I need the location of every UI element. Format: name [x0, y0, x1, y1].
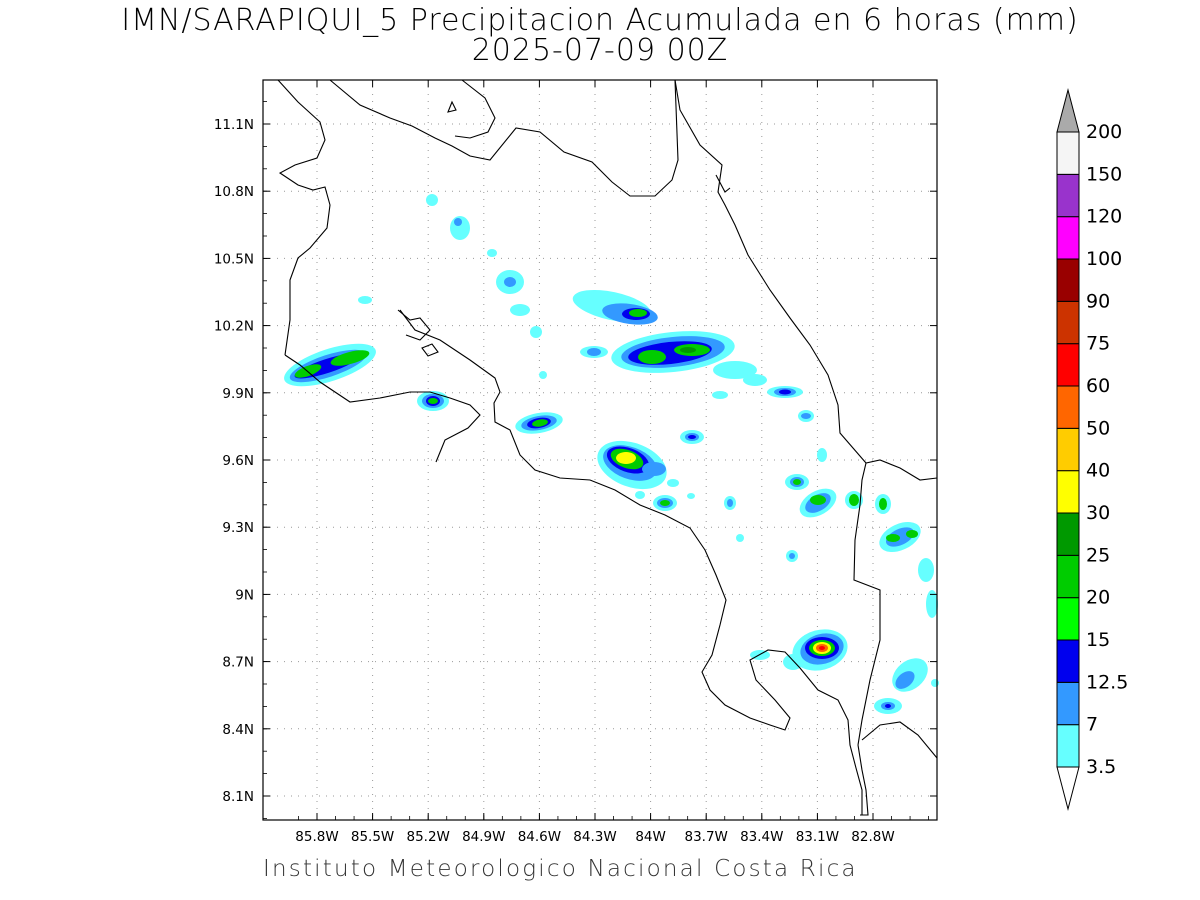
colorbar-swatch [1056, 724, 1080, 768]
colorbar-swatch [1056, 343, 1080, 387]
caribbean-coast [674, 79, 938, 481]
lat-tick-label: 9.6N [222, 453, 254, 469]
map-border [262, 79, 938, 821]
colorbar-swatch [1056, 554, 1080, 599]
gulf-nicoya [397, 309, 431, 341]
colorbar-swatch [1056, 385, 1080, 429]
lon-tick-label: 84.3W [573, 829, 616, 845]
colorbar-label: 100 [1086, 248, 1122, 270]
colorbar-label: 90 [1086, 290, 1110, 312]
gulf-nicoya-island [421, 343, 439, 357]
lon-tick-label: 82.8W [851, 829, 894, 845]
lon-tick-label: 84.9W [462, 829, 505, 845]
colorbar-label: 3.5 [1086, 756, 1116, 778]
colorbar-label: 50 [1086, 417, 1110, 439]
panama-border [853, 462, 881, 746]
footer-credit: Instituto Meteorologico Nacional Costa R… [263, 856, 858, 882]
map-frame: 85.8W 85.5W 85.2W 84.9W 84.6W 84.3W 84W 83.7W 83… [214, 79, 938, 845]
precip-band-east [724, 474, 938, 618]
precip-cell-nicoya [417, 391, 449, 411]
colorbar-swatch [1056, 427, 1080, 472]
precip-cell-central-west [515, 412, 563, 434]
lake-nicaragua-shore [329, 79, 679, 197]
lat-tick-label: 10.2N [214, 319, 254, 335]
colorbar-swatch [1056, 512, 1080, 556]
panama-south-coast [861, 721, 938, 759]
lat-tick-label: 8.7N [222, 655, 254, 671]
lon-tick-label: 85.2W [406, 829, 449, 845]
lon-tick-label: 84W [635, 829, 666, 845]
colorbar-label: 150 [1086, 163, 1122, 185]
colorbar-label: 15 [1086, 629, 1110, 651]
lake-island [447, 100, 457, 113]
lat-tick-label: 10.8N [214, 184, 254, 200]
lat-tick-label: 8.4N [222, 722, 254, 738]
precip-band-north [572, 289, 814, 422]
colorbar-label: 7 [1086, 714, 1098, 736]
colorbar-max-arrow [1056, 88, 1080, 133]
nicoya-peninsula [399, 309, 863, 815]
lat-tick-label: 9.3N [222, 520, 254, 536]
lon-tick-label: 83.7W [684, 829, 727, 845]
precipitation-field [284, 194, 939, 714]
colorbar: 3.5 7 12.5 15 20 25 30 40 50 60 75 90 100 120 150 200 [1056, 88, 1128, 811]
lat-tick-label: 10.5N [214, 251, 254, 267]
lat-tick-label: 9.9N [222, 386, 254, 402]
lon-tick-label: 85.5W [351, 829, 394, 845]
colorbar-swatch [1056, 639, 1080, 683]
colorbar-label: 120 [1086, 206, 1122, 228]
pacific-coast-north [284, 354, 481, 463]
precip-cell-south-heavy [750, 629, 928, 714]
colorbar-swatch [1056, 681, 1080, 726]
precip-cell-central-heavy [597, 430, 704, 511]
colorbar-label: 25 [1086, 544, 1110, 566]
colorbar-swatch [1056, 470, 1080, 514]
colorbar-swatch [1056, 216, 1080, 260]
lat-tick-label: 9N [235, 587, 254, 603]
lon-tick-label: 85.8W [295, 829, 338, 845]
lake-shore-east [454, 79, 496, 139]
map-title: IMN/SARAPIQUI_5 Precipitacion Acumulada … [121, 3, 1079, 38]
colorbar-swatch [1056, 131, 1080, 175]
nicaragua-lake [277, 79, 331, 356]
precip-cell-nw [284, 343, 376, 387]
colorbar-label: 30 [1086, 502, 1110, 524]
lon-tick-label: 83.1W [796, 829, 839, 845]
colorbar-label: 75 [1086, 333, 1110, 355]
lon-tick-label: 83.4W [740, 829, 783, 845]
colorbar-label: 200 [1086, 121, 1122, 143]
colorbar-label: 20 [1086, 587, 1110, 609]
lat-tick-label: 8.1N [222, 789, 254, 805]
coastlines [277, 79, 938, 816]
precip-scattered [358, 194, 939, 687]
colorbar-swatch [1056, 597, 1080, 641]
map-subtitle: 2025-07-09 00Z [471, 33, 729, 68]
colorbar-label: 12.5 [1086, 671, 1128, 693]
burica-peninsula [857, 744, 869, 816]
lon-tick-label: 84.6W [518, 829, 561, 845]
colorbar-swatch [1056, 258, 1080, 302]
colorbar-label: 40 [1086, 460, 1110, 482]
colorbar-swatch [1056, 173, 1080, 218]
colorbar-label: 60 [1086, 375, 1110, 397]
lat-tick-label: 11.1N [214, 117, 254, 133]
colorbar-swatch [1056, 300, 1080, 345]
colorbar-min-arrow [1056, 766, 1080, 811]
caribbean-coast-detail [715, 174, 731, 193]
